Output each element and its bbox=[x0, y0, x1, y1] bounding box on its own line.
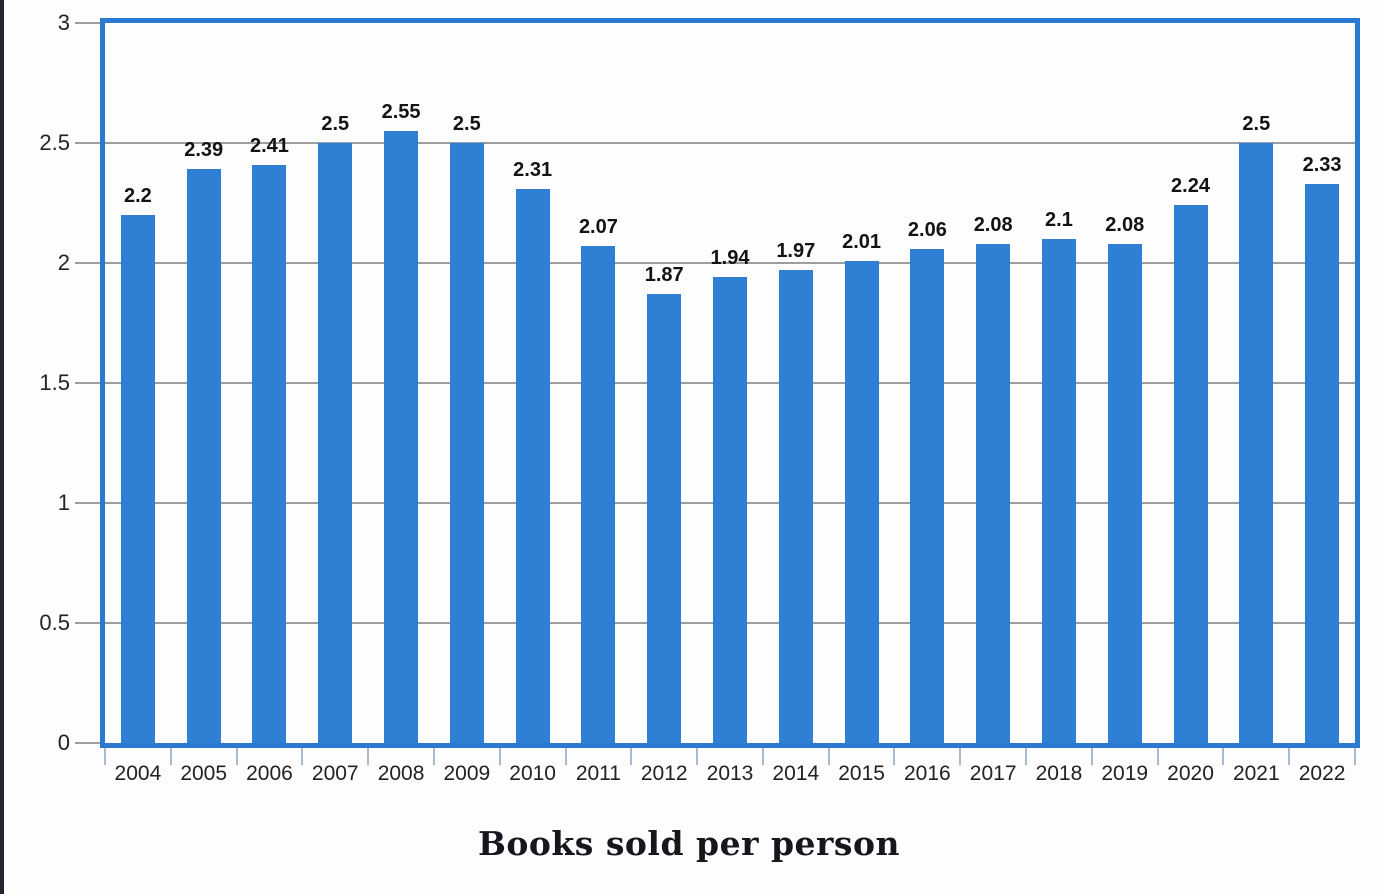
bar bbox=[647, 294, 682, 743]
x-axis-tick-label: 2008 bbox=[377, 762, 425, 785]
x-axis-tick bbox=[1156, 748, 1159, 765]
bar bbox=[120, 215, 155, 743]
x-axis-tick-label: 2014 bbox=[772, 762, 820, 785]
x-axis-tick bbox=[959, 748, 962, 765]
x-axis-tick-label: 2021 bbox=[1232, 762, 1280, 785]
y-axis-tick-label: 0 bbox=[57, 730, 70, 755]
x-axis-tick-label: 2012 bbox=[640, 762, 688, 785]
bar-value-label: 2.24 bbox=[1171, 175, 1210, 198]
bar-value-label: 2.5 bbox=[321, 113, 350, 135]
x-axis-tick bbox=[1222, 748, 1225, 765]
y-axis-tick-label: 3 bbox=[57, 10, 70, 35]
x-axis-tick bbox=[564, 748, 567, 765]
x-axis-tick-label: 2011 bbox=[575, 762, 621, 785]
x-axis-tick bbox=[498, 748, 501, 765]
y-axis-tick-label: 1.5 bbox=[39, 370, 70, 395]
y-axis-tick bbox=[75, 142, 100, 144]
x-axis-tick-label: 2019 bbox=[1101, 762, 1149, 785]
x-axis-tick bbox=[1090, 748, 1093, 765]
bar-value-label: 2.07 bbox=[578, 216, 618, 239]
bar-value-label: 2.31 bbox=[513, 158, 553, 181]
bar-value-label: 2.5 bbox=[452, 113, 481, 135]
bar bbox=[1173, 205, 1208, 743]
x-axis-tick bbox=[301, 748, 304, 765]
x-axis-tick bbox=[1288, 748, 1291, 765]
x-axis-tick bbox=[432, 748, 435, 765]
bar bbox=[713, 277, 747, 743]
bar bbox=[976, 243, 1011, 743]
x-axis-tick-label: 2015 bbox=[838, 762, 885, 785]
x-axis-tick-label: 2022 bbox=[1298, 762, 1346, 785]
bar bbox=[1041, 239, 1076, 743]
x-axis-tick bbox=[893, 748, 896, 765]
bar bbox=[252, 164, 287, 743]
x-axis-tick bbox=[761, 748, 764, 765]
x-axis-tick bbox=[169, 748, 172, 765]
y-axis-tick bbox=[75, 742, 100, 744]
bar-value-label: 1.87 bbox=[644, 264, 684, 287]
y-axis-tick-label: 2 bbox=[57, 250, 70, 275]
x-axis-tick bbox=[630, 748, 633, 765]
bar bbox=[1239, 143, 1274, 743]
bar-value-label: 2.2 bbox=[123, 185, 152, 207]
bar bbox=[581, 246, 616, 743]
x-axis-tick bbox=[696, 748, 699, 765]
bar-value-label: 2.1 bbox=[1045, 209, 1073, 231]
bar bbox=[910, 248, 945, 743]
bar-value-label: 2.5 bbox=[1242, 113, 1271, 135]
bar bbox=[384, 131, 419, 743]
bar bbox=[318, 143, 353, 743]
y-axis-tick-label: 2.5 bbox=[39, 130, 70, 155]
bar bbox=[1107, 243, 1142, 743]
x-axis-tick-label: 2009 bbox=[443, 762, 491, 785]
gridline bbox=[105, 262, 1355, 264]
gridline bbox=[105, 142, 1355, 144]
bar-value-label: 2.39 bbox=[184, 139, 224, 162]
plot-frame bbox=[100, 18, 1360, 748]
bar bbox=[186, 169, 221, 743]
bar-value-label: 2.01 bbox=[842, 230, 882, 253]
x-axis-tick-label: 2010 bbox=[509, 762, 556, 785]
y-axis-tick-label: 0.5 bbox=[39, 610, 70, 635]
x-axis-tick bbox=[104, 748, 106, 765]
x-axis-tick bbox=[1354, 748, 1356, 765]
x-axis-tick-label: 2013 bbox=[706, 762, 754, 785]
bar-value-label: 2.06 bbox=[907, 218, 947, 241]
x-axis-tick-label: 2006 bbox=[246, 762, 293, 785]
x-axis-tick bbox=[827, 748, 830, 765]
x-axis-tick-label: 2017 bbox=[969, 762, 1017, 785]
x-axis-tick bbox=[235, 748, 238, 765]
bar-value-label: 1.97 bbox=[776, 240, 816, 263]
y-axis-tick bbox=[75, 502, 100, 504]
bar-value-label: 2.41 bbox=[250, 134, 289, 157]
x-axis-tick-label: 2004 bbox=[114, 762, 162, 785]
bar-value-label: 1.94 bbox=[710, 247, 750, 270]
x-axis-tick-label: 2018 bbox=[1035, 762, 1083, 785]
x-axis-tick bbox=[367, 748, 370, 765]
bar bbox=[515, 188, 550, 743]
x-axis-tick-label: 2005 bbox=[180, 762, 228, 785]
bar-value-label: 2.33 bbox=[1302, 153, 1342, 176]
y-axis-tick bbox=[75, 622, 100, 624]
bar bbox=[1305, 183, 1340, 743]
window-left-edge bbox=[0, 0, 4, 894]
bar-value-label: 2.08 bbox=[1105, 213, 1145, 236]
x-axis-tick bbox=[1025, 748, 1028, 765]
x-axis-tick-label: 2020 bbox=[1167, 762, 1214, 785]
bar bbox=[449, 143, 484, 743]
x-axis-tick-label: 2016 bbox=[904, 762, 951, 785]
x-axis-tick-label: 2007 bbox=[311, 762, 359, 785]
y-axis-tick bbox=[75, 382, 100, 384]
bar bbox=[844, 260, 879, 743]
y-axis-tick bbox=[75, 262, 100, 264]
bar-value-label: 2.08 bbox=[973, 213, 1013, 236]
bar bbox=[778, 270, 813, 743]
chart-title: Books sold per person bbox=[477, 824, 901, 863]
bar-value-label: 2.55 bbox=[381, 101, 421, 123]
y-axis-tick-label: 1 bbox=[57, 490, 70, 515]
y-axis-tick bbox=[75, 22, 100, 24]
